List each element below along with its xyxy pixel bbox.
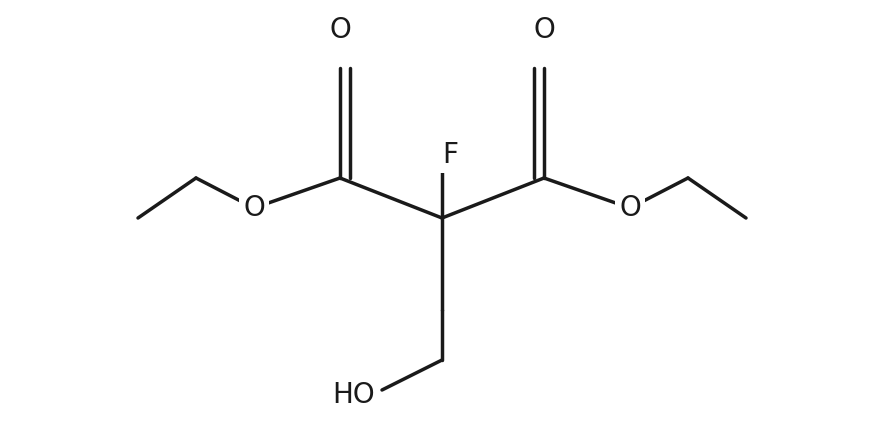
Text: F: F: [442, 141, 458, 169]
Text: O: O: [329, 16, 351, 44]
Text: O: O: [619, 194, 641, 222]
Text: O: O: [243, 194, 265, 222]
Text: O: O: [533, 16, 555, 44]
Text: HO: HO: [332, 381, 375, 409]
